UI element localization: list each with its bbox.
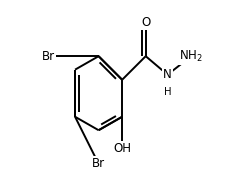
Text: NH$_2$: NH$_2$: [179, 49, 203, 64]
Text: Br: Br: [42, 50, 55, 63]
Text: Br: Br: [92, 157, 105, 170]
Text: OH: OH: [113, 142, 131, 155]
Text: N: N: [163, 68, 172, 81]
Text: H: H: [164, 87, 171, 96]
Text: O: O: [141, 16, 150, 29]
